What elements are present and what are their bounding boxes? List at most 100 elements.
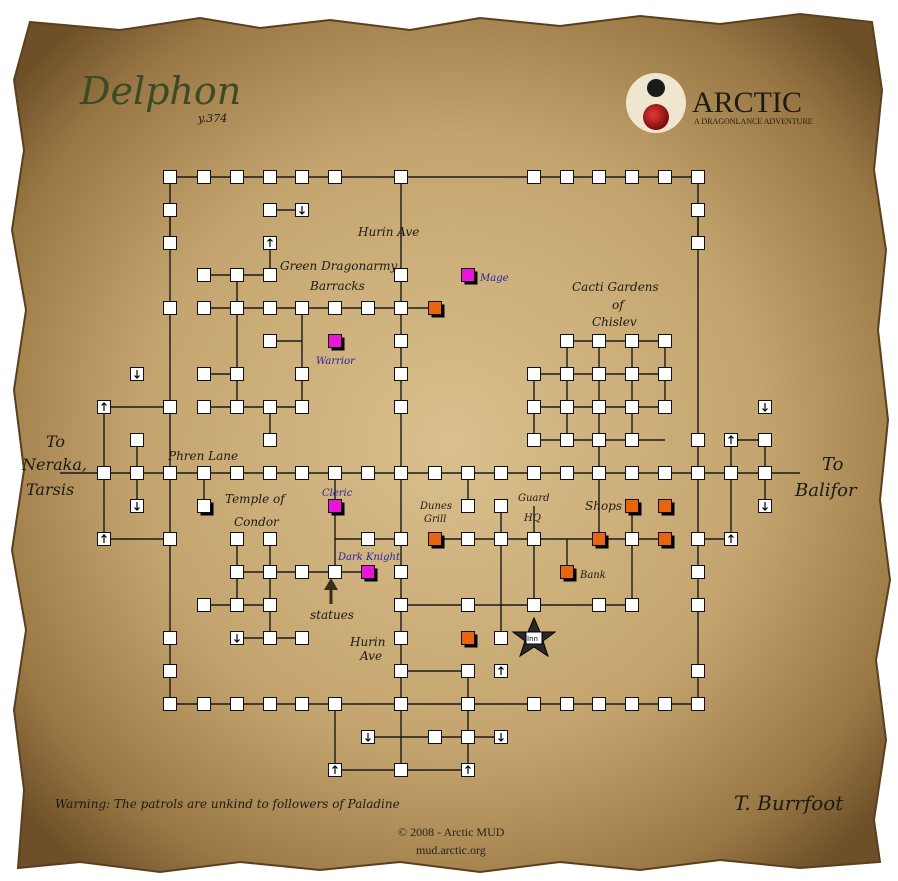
labels: Hurin Ave Phren Lane Hurin Ave Green Dra… <box>21 225 858 663</box>
room <box>197 400 211 414</box>
room <box>625 598 639 612</box>
room <box>394 598 408 612</box>
shop-room <box>625 499 639 513</box>
room <box>230 466 244 480</box>
room <box>461 697 475 711</box>
room <box>394 631 408 645</box>
room <box>263 631 277 645</box>
street-hurin-south-2: Ave <box>359 649 382 663</box>
room <box>461 598 475 612</box>
room <box>691 466 705 480</box>
room <box>625 433 639 447</box>
room <box>328 466 342 480</box>
room <box>625 532 639 546</box>
room <box>394 268 408 282</box>
place-gardens-1: Cacti Gardens <box>572 280 659 294</box>
place-gardens-2: of <box>612 298 626 312</box>
room <box>592 400 606 414</box>
room <box>295 170 309 184</box>
place-guard-1: Guard <box>518 493 550 504</box>
stairs-up-icon <box>728 534 734 543</box>
room <box>592 170 606 184</box>
room <box>724 466 738 480</box>
room <box>197 301 211 315</box>
room <box>263 565 277 579</box>
room <box>230 268 244 282</box>
website: mud.arctic.org <box>416 843 486 857</box>
room <box>230 400 244 414</box>
stairs-up-icon <box>498 666 504 675</box>
artist-signature: T. Burrfoot <box>734 791 844 815</box>
inn-marker: Inn <box>511 616 557 658</box>
stairs-down-icon <box>134 502 140 511</box>
room <box>560 170 574 184</box>
room <box>197 367 211 381</box>
room <box>461 466 475 480</box>
room <box>230 697 244 711</box>
room <box>560 466 574 480</box>
shop-room <box>592 532 606 546</box>
room <box>197 499 211 513</box>
room <box>527 532 541 546</box>
room <box>328 565 342 579</box>
room <box>295 367 309 381</box>
room <box>461 730 475 744</box>
room <box>691 203 705 217</box>
statues-arrow <box>324 578 338 604</box>
room <box>230 565 244 579</box>
shop-room <box>428 301 442 315</box>
room <box>263 334 277 348</box>
room <box>263 203 277 217</box>
guild-room <box>461 268 475 282</box>
room <box>163 400 177 414</box>
room <box>97 466 111 480</box>
room <box>625 334 639 348</box>
room <box>263 400 277 414</box>
map-year: y.374 <box>197 112 227 125</box>
street-hurin-north: Hurin Ave <box>357 225 419 239</box>
room <box>163 236 177 250</box>
shop-room <box>560 565 574 579</box>
room <box>691 532 705 546</box>
room <box>361 301 375 315</box>
room <box>625 367 639 381</box>
room <box>592 598 606 612</box>
place-temple-2: Condor <box>234 515 280 529</box>
room <box>592 334 606 348</box>
place-temple-1: Temple of <box>225 492 287 506</box>
room <box>361 466 375 480</box>
shop-room <box>658 499 672 513</box>
room <box>197 466 211 480</box>
place-grill-1: Dunes <box>419 501 452 512</box>
room <box>527 598 541 612</box>
room <box>658 466 672 480</box>
room <box>428 466 442 480</box>
room <box>163 466 177 480</box>
npc-mage: Mage <box>479 273 509 284</box>
room <box>560 367 574 381</box>
room <box>394 466 408 480</box>
room <box>197 268 211 282</box>
exit-west-3: Tarsis <box>26 480 74 499</box>
place-bank: Bank <box>579 570 606 581</box>
room <box>394 565 408 579</box>
room <box>163 170 177 184</box>
room <box>394 334 408 348</box>
room <box>527 697 541 711</box>
parchment <box>10 12 892 874</box>
stairs-down-icon <box>365 733 371 742</box>
brand-name: ARCTIC <box>692 86 802 119</box>
room <box>328 697 342 711</box>
room <box>691 598 705 612</box>
place-shops: Shops <box>585 499 622 513</box>
room <box>527 170 541 184</box>
room <box>263 268 277 282</box>
stairs-up-icon <box>465 765 471 774</box>
room <box>494 631 508 645</box>
room <box>328 170 342 184</box>
room <box>691 565 705 579</box>
room <box>197 598 211 612</box>
room <box>394 763 408 777</box>
room <box>592 433 606 447</box>
shop-room <box>461 631 475 645</box>
